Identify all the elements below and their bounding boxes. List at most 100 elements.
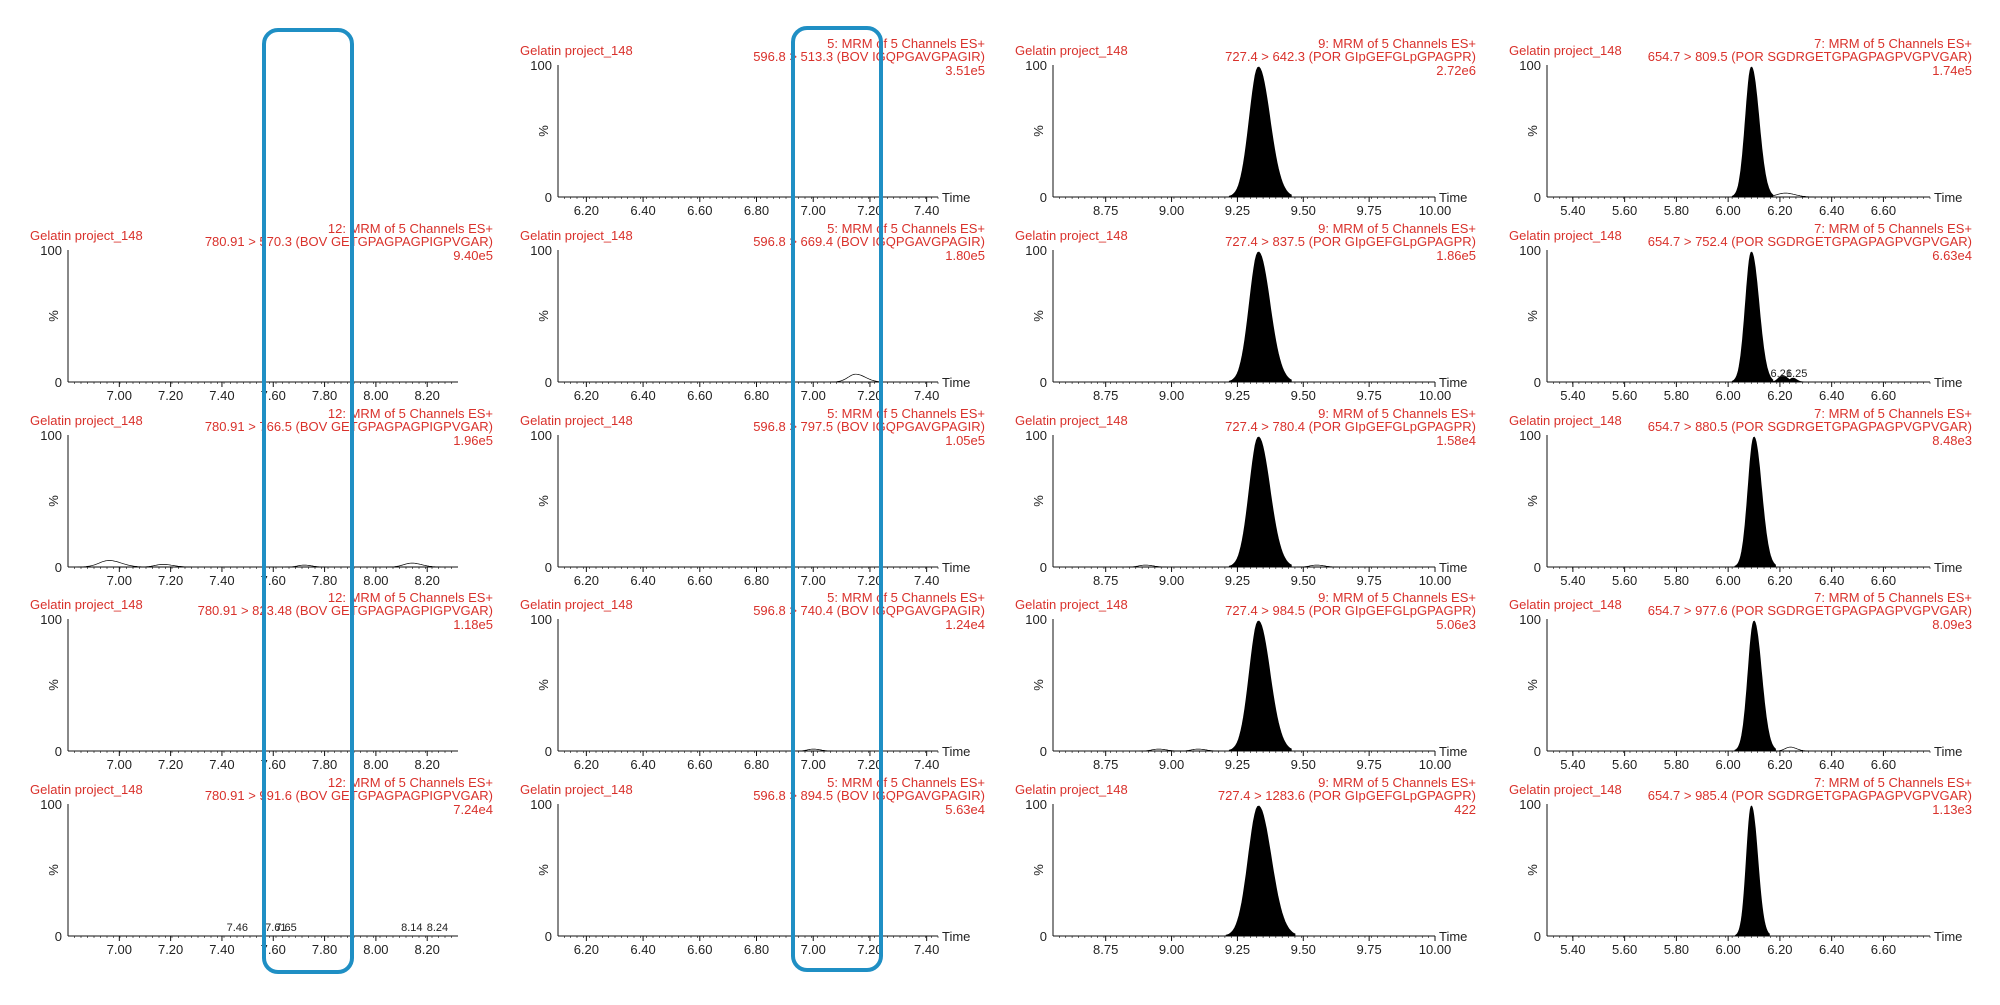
y-tick-label: 0 (1040, 190, 1047, 205)
peak-outline (795, 748, 833, 752)
y-tick-label: 100 (530, 797, 552, 812)
x-tick-label: 9.25 (1225, 942, 1250, 957)
peak-filled (1783, 377, 1804, 383)
y-tick-label: 100 (1519, 612, 1541, 627)
x-tick-label: 9.00 (1159, 388, 1184, 403)
chromatogram-panel: Gelatin project_148 7: MRM of 5 Channels … (1509, 775, 1972, 957)
sample-name: Gelatin project_148 (1509, 597, 1622, 612)
x-tick-label: 8.20 (415, 573, 440, 588)
function-label: 7: MRM of 5 Channels ES+ (1814, 221, 1972, 236)
x-tick-label: 9.50 (1291, 942, 1316, 957)
peak-filled (1228, 251, 1292, 383)
x-axis-label: Time (942, 190, 970, 205)
peak-rt-label: 6.21 (1770, 368, 1791, 380)
x-tick-label: 10.00 (1419, 942, 1452, 957)
chromatogram-panel: Gelatin project_148 7: MRM of 5 Channels … (1509, 406, 1972, 588)
peak-rt-label: 7.65 (275, 922, 296, 934)
peak-outline (77, 560, 145, 568)
x-tick-label: 7.60 (261, 388, 286, 403)
y-tick-label: 0 (545, 929, 552, 944)
x-tick-label: 7.20 (158, 757, 183, 772)
peak-filled (1731, 66, 1774, 198)
y-tick-label: 100 (1025, 612, 1047, 627)
x-tick-label: 7.00 (801, 388, 826, 403)
transition-label: 780.91 > 823.48 (BOV GETGPAGPAGPIGPVGAR) (198, 603, 493, 618)
x-tick-label: 6.60 (687, 573, 712, 588)
x-tick-label: 6.40 (630, 757, 655, 772)
x-tick-label: 9.50 (1291, 203, 1316, 218)
x-tick-label: 6.20 (574, 757, 599, 772)
highlight-box-bov-igqpgavg (791, 26, 883, 972)
x-tick-label: 9.00 (1159, 573, 1184, 588)
y-tick-label: 100 (40, 243, 62, 258)
transition-label: 654.7 > 985.4 (POR SGDRGETGPAGPAGPVGPVGA… (1648, 788, 1972, 803)
sample-name: Gelatin project_148 (520, 413, 633, 428)
transition-label: 596.8 > 797.5 (BOV IGQPGAVGPAGIR) (753, 419, 985, 434)
chromatogram-panel: Gelatin project_148 9: MRM of 5 Channels … (1015, 590, 1476, 772)
sample-name: Gelatin project_148 (1509, 228, 1622, 243)
intensity-label: 2.72e6 (1436, 63, 1476, 78)
x-tick-label: 7.60 (261, 573, 286, 588)
x-axis-label: Time (1934, 744, 1962, 759)
function-label: 5: MRM of 5 Channels ES+ (827, 590, 985, 605)
y-axis-label: % (536, 495, 551, 507)
intensity-label: 1.13e3 (1932, 802, 1972, 817)
chromatogram-panel: Gelatin project_148 12: MRM of 5 Channels… (30, 590, 493, 772)
x-tick-label: 6.40 (1819, 757, 1844, 772)
x-axis-label: Time (942, 929, 970, 944)
transition-label: 780.91 > 570.3 (BOV GETGPAGPAGPIGPVGAR) (205, 234, 493, 249)
transition-label: 596.8 > 894.5 (BOV IGQPGAVGPAGIR) (753, 788, 985, 803)
y-tick-label: 100 (40, 612, 62, 627)
chromatogram-panel: Gelatin project_148 7: MRM of 5 Channels … (1509, 590, 1972, 772)
sample-name: Gelatin project_148 (1509, 43, 1622, 58)
y-axis-label: % (1525, 864, 1540, 876)
chromatogram-panel: Gelatin project_148 12: MRM of 5 Channels… (30, 406, 493, 588)
peak-filled (1228, 620, 1292, 752)
x-tick-label: 6.00 (1715, 757, 1740, 772)
x-tick-label: 6.60 (1871, 942, 1896, 957)
sample-name: Gelatin project_148 (520, 43, 633, 58)
transition-label: 596.8 > 513.3 (BOV IGQPGAVGPAGIR) (753, 49, 985, 64)
highlight-box-bov-gettgpag (262, 28, 354, 974)
sample-name: Gelatin project_148 (1015, 43, 1128, 58)
peak-filled (1225, 805, 1296, 937)
x-tick-label: 7.80 (312, 573, 337, 588)
chromatogram-panel: Gelatin project_148 7: MRM of 5 Channels … (1509, 221, 1972, 403)
sample-name: Gelatin project_148 (520, 228, 633, 243)
x-tick-label: 6.20 (574, 942, 599, 957)
x-tick-label: 8.75 (1093, 573, 1118, 588)
y-tick-label: 100 (1519, 243, 1541, 258)
x-tick-label: 7.40 (209, 942, 234, 957)
x-tick-label: 10.00 (1419, 757, 1452, 772)
x-axis-label: Time (1439, 744, 1467, 759)
x-tick-label: 6.60 (1871, 388, 1896, 403)
y-axis-label: % (1031, 495, 1046, 507)
y-axis-label: % (1031, 310, 1046, 322)
x-tick-label: 9.00 (1159, 757, 1184, 772)
x-tick-label: 7.40 (914, 757, 939, 772)
y-axis-label: % (1031, 125, 1046, 137)
x-tick-label: 5.80 (1664, 757, 1689, 772)
x-tick-label: 8.75 (1093, 203, 1118, 218)
peak-outline (1297, 564, 1339, 568)
x-tick-label: 6.60 (687, 942, 712, 957)
y-tick-label: 100 (40, 797, 62, 812)
y-tick-label: 0 (545, 560, 552, 575)
chromatogram-panel: Gelatin project_148 5: MRM of 5 Channels … (520, 775, 985, 957)
sample-name: Gelatin project_148 (30, 228, 143, 243)
chromatogram-panel: Gelatin project_148 9: MRM of 5 Channels … (1015, 36, 1476, 218)
y-axis-label: % (46, 864, 61, 876)
x-tick-label: 6.00 (1715, 573, 1740, 588)
y-tick-label: 0 (1534, 190, 1541, 205)
y-axis-label: % (536, 310, 551, 322)
chromatogram-panel: Gelatin project_148 5: MRM of 5 Channels … (520, 221, 985, 403)
y-axis-label: % (1031, 864, 1046, 876)
x-axis-label: Time (1934, 929, 1962, 944)
y-tick-label: 0 (1040, 744, 1047, 759)
x-tick-label: 6.40 (1819, 942, 1844, 957)
peak-outline (386, 562, 441, 568)
y-tick-label: 100 (530, 612, 552, 627)
y-axis-label: % (536, 679, 551, 691)
transition-label: 596.8 > 740.4 (BOV IGQPGAVGPAGIR) (753, 603, 985, 618)
x-tick-label: 7.00 (107, 388, 132, 403)
